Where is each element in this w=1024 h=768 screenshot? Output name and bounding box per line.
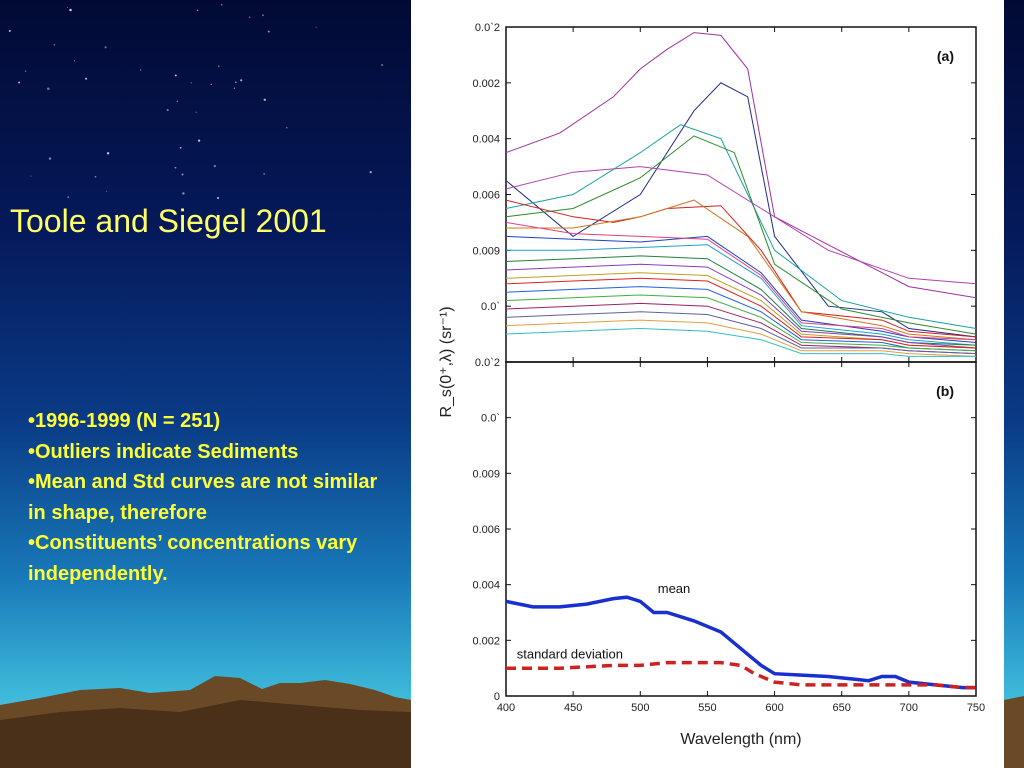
bullet-item: •Mean and Std curves are not similar in … — [28, 471, 378, 524]
spectrum-line — [506, 277, 976, 349]
mean-line — [506, 595, 976, 690]
x-tick-label: 500 — [631, 702, 649, 714]
y-tick-label: 0.006 — [472, 190, 500, 202]
mean-annotation: mean — [658, 581, 691, 596]
x-tick-label: 400 — [497, 702, 515, 714]
y-axis-label: R_s(0⁺,λ) (sr⁻¹) — [438, 306, 455, 417]
spectrum-line — [506, 135, 976, 335]
y-tick-label: 0.0`2 — [475, 22, 500, 34]
y-tick-label: 0.009 — [472, 245, 500, 257]
y-tick-label: 0.006 — [472, 524, 500, 536]
x-tick-label: 450 — [564, 702, 582, 714]
slide-title: Toole and Siegel 2001 — [10, 203, 327, 239]
spectrum-line — [506, 82, 976, 338]
spectrum-line — [506, 319, 976, 357]
y-tick-label: 0.0` — [481, 301, 500, 313]
spectrum-line — [506, 286, 976, 352]
y-tick-label: 0.002 — [472, 635, 500, 647]
bullet-item: •1996-1999 (N = 251) — [28, 410, 221, 432]
panel-label: (b) — [936, 383, 954, 399]
y-tick-label: 0 — [494, 691, 500, 703]
spectrum-line — [506, 235, 976, 343]
bullet-item: •Constituents’ concentrations vary indep… — [28, 532, 358, 585]
spectrum-line — [506, 32, 976, 299]
x-axis-label: Wavelength (nm) — [680, 731, 801, 748]
spectrum-line — [506, 255, 976, 346]
panel-label: (a) — [937, 48, 954, 64]
y-tick-label: 0.002 — [472, 78, 500, 90]
x-tick-label: 600 — [765, 702, 783, 714]
y-tick-label: 0.009 — [472, 468, 500, 480]
spectrum-line — [506, 302, 976, 355]
bullet-item: •Outliers indicate Sediments — [28, 440, 299, 463]
spectrum-line — [506, 166, 976, 285]
spectrum-line — [506, 263, 976, 349]
spectrum-line — [506, 327, 976, 357]
std-annotation: standard deviation — [517, 646, 623, 661]
y-tick-label: 0.0` — [481, 413, 500, 425]
x-tick-label: 750 — [967, 702, 985, 714]
bullet-list: •1996-1999 (N = 251) •Outliers indicate … — [28, 406, 378, 589]
y-tick-label: 0.0`2 — [475, 357, 500, 369]
spectrum-line — [506, 244, 976, 346]
y-tick-label: 0.004 — [472, 134, 500, 146]
x-tick-label: 550 — [698, 702, 716, 714]
spectrum-line — [506, 294, 976, 352]
x-tick-label: 650 — [833, 702, 851, 714]
spectrum-line — [506, 221, 976, 341]
plot-frame — [505, 26, 977, 363]
figure-panel: 0.0` 0.009 0.006 0.004 0.002 0.0`2 (a) 0 0.002 0.… — [411, 0, 1004, 768]
spectrum-line — [506, 124, 976, 329]
spectrum-line — [506, 199, 976, 341]
reflectance-chart: 0.0` 0.009 0.006 0.004 0.002 0.0`2 (a) 0 0.002 0.… — [438, 22, 985, 748]
spectrum-line — [506, 311, 976, 355]
y-tick-label: 0.004 — [472, 580, 500, 592]
x-tick-label: 700 — [900, 702, 918, 714]
spectrum-line — [506, 199, 976, 338]
std-line — [506, 660, 976, 690]
